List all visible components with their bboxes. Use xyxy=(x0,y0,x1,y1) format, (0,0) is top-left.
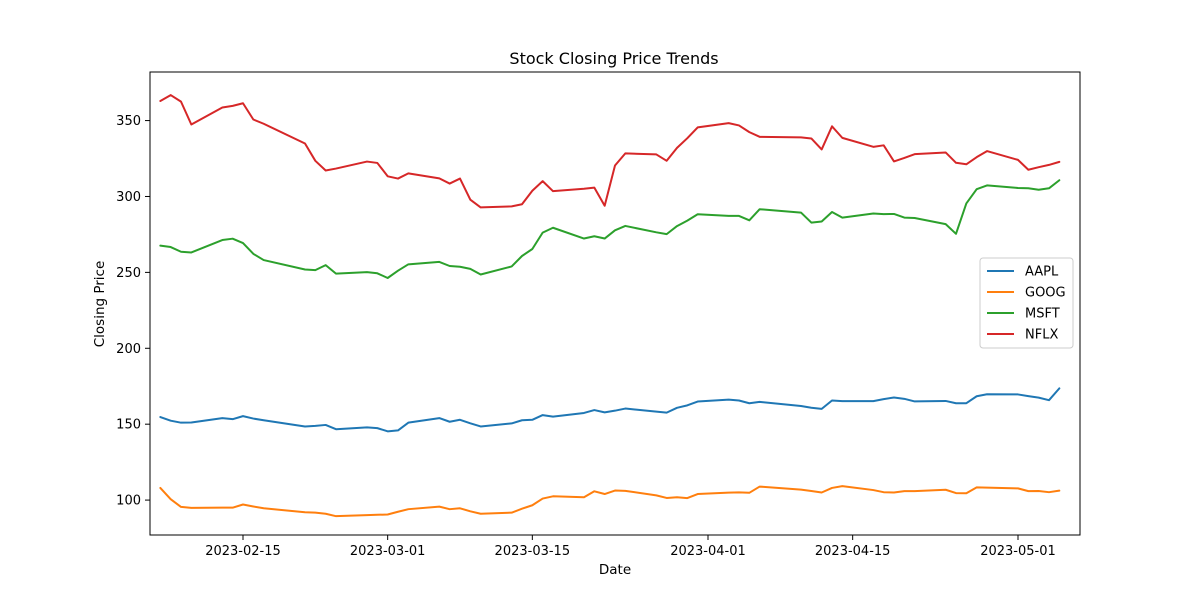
x-tick-label: 2023-03-01 xyxy=(350,544,426,559)
x-tick-label: 2023-04-15 xyxy=(815,544,891,559)
y-tick-label: 150 xyxy=(116,418,141,433)
y-tick-label: 300 xyxy=(116,190,141,205)
x-tick-label: 2023-05-01 xyxy=(980,544,1056,559)
legend-label-nflx: NFLX xyxy=(1025,328,1058,343)
legend-label-aapl: AAPL xyxy=(1025,265,1059,280)
series-line-nflx xyxy=(159,94,1061,209)
legend-label-goog: GOOG xyxy=(1025,286,1066,301)
legend-label-msft: MSFT xyxy=(1025,307,1060,322)
x-tick-label: 2023-02-15 xyxy=(205,544,281,559)
legend-box xyxy=(979,257,1074,349)
y-tick-label: 200 xyxy=(116,342,141,357)
plot-area: 2023-02-15 2023-03-01 2023-03-15 2023-04-01… xyxy=(116,71,1081,559)
y-tick-label: 350 xyxy=(116,114,141,129)
legend: AAPL GOOG MSFT NFLX xyxy=(979,257,1074,349)
chart-title: Stock Closing Price Trends xyxy=(509,49,718,68)
y-tick-label: 100 xyxy=(116,494,141,509)
plot-frame xyxy=(149,71,1081,536)
series-line-goog xyxy=(159,485,1061,518)
x-axis-label: Date xyxy=(599,562,631,578)
x-tick-label: 2023-04-01 xyxy=(670,544,746,559)
series-line-msft xyxy=(159,179,1061,279)
series-line-aapl xyxy=(159,387,1061,433)
x-tick-label: 2023-03-15 xyxy=(495,544,571,559)
y-tick-label: 250 xyxy=(116,266,141,281)
y-axis-label: Closing Price xyxy=(92,261,108,348)
